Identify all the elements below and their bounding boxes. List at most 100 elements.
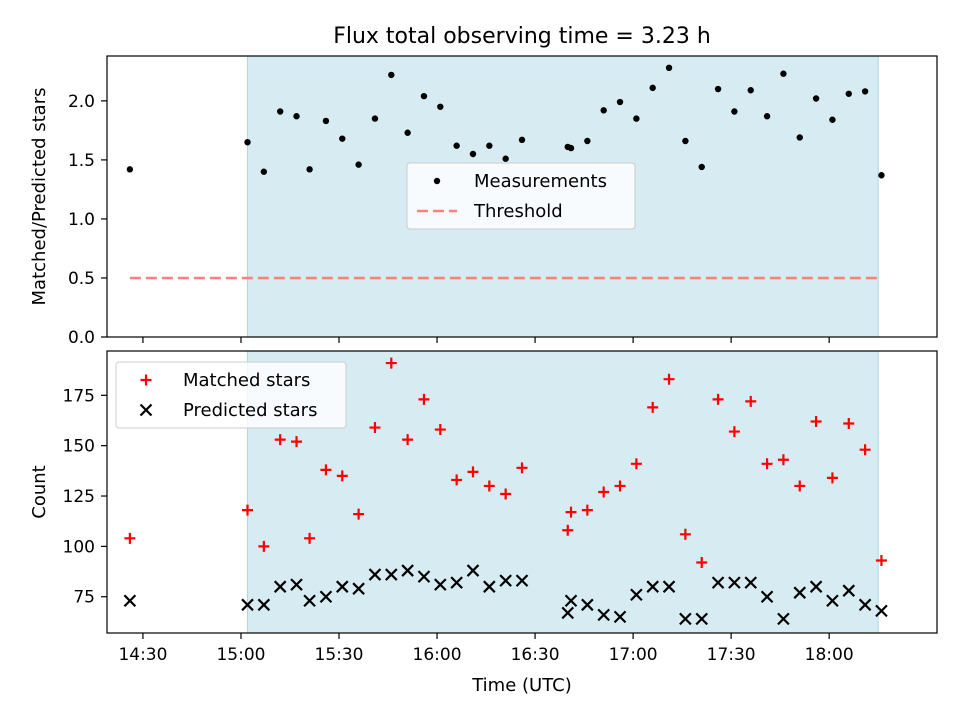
axes-frame bbox=[106, 350, 938, 634]
data-point bbox=[353, 508, 365, 520]
data-point bbox=[567, 144, 575, 152]
data-point bbox=[826, 594, 839, 608]
data-point bbox=[777, 612, 790, 626]
data-point bbox=[581, 598, 594, 612]
data-point bbox=[437, 103, 444, 110]
data-point bbox=[319, 590, 333, 604]
data-point bbox=[780, 70, 787, 77]
data-point bbox=[274, 434, 286, 446]
data-point bbox=[402, 434, 414, 446]
data-point bbox=[584, 137, 591, 145]
legend-marker bbox=[140, 374, 152, 386]
data-point bbox=[404, 129, 411, 136]
data-point bbox=[368, 568, 382, 581]
data-point bbox=[845, 90, 852, 97]
x-tick-label: 15:30 bbox=[315, 645, 364, 665]
data-point bbox=[826, 472, 838, 484]
data-point bbox=[565, 506, 577, 518]
data-point bbox=[616, 98, 624, 106]
top-panel: 0.0 0.5 1.0 1.5 2.0 Matched/Predicted stars Me… bbox=[29, 55, 938, 348]
data-point bbox=[745, 395, 757, 407]
legend: Matched stars Predicted stars bbox=[115, 361, 347, 429]
data-point bbox=[561, 606, 575, 620]
legend-label: Measurements bbox=[474, 171, 607, 192]
data-point bbox=[630, 458, 642, 470]
data-point bbox=[647, 401, 659, 413]
data-point bbox=[273, 580, 287, 593]
data-point bbox=[339, 135, 346, 142]
data-point bbox=[401, 564, 414, 577]
legend-marker bbox=[433, 177, 441, 185]
data-point bbox=[451, 474, 463, 486]
y-tick-label: 175 bbox=[63, 386, 95, 406]
y-tick-label: 2.0 bbox=[68, 92, 95, 112]
data-point bbox=[562, 524, 574, 536]
data-point bbox=[859, 444, 871, 456]
legend-label: Predicted stars bbox=[183, 400, 317, 421]
data-point bbox=[293, 113, 300, 120]
data-point bbox=[630, 588, 643, 602]
data-point bbox=[796, 134, 803, 141]
data-point bbox=[258, 540, 270, 552]
data-point bbox=[731, 108, 738, 115]
data-point bbox=[244, 138, 251, 146]
data-point bbox=[335, 580, 349, 593]
data-point bbox=[320, 464, 332, 476]
data-point bbox=[242, 504, 254, 516]
y-tick-label: 150 bbox=[63, 437, 95, 457]
data-point bbox=[613, 610, 627, 624]
data-point bbox=[763, 113, 771, 120]
y-tick-label: 1.0 bbox=[68, 210, 95, 230]
data-point bbox=[467, 466, 479, 478]
data-point bbox=[303, 594, 316, 608]
data-point bbox=[614, 480, 626, 492]
data-point bbox=[711, 576, 725, 589]
legend-label: Matched stars bbox=[183, 370, 310, 391]
data-point bbox=[418, 393, 430, 405]
data-point bbox=[861, 88, 869, 95]
data-point bbox=[761, 458, 773, 470]
y-tick-label: 125 bbox=[63, 487, 95, 507]
data-point bbox=[336, 470, 348, 482]
data-point bbox=[646, 580, 659, 593]
chart-title: Flux total observing time = 3.23 h bbox=[333, 24, 711, 49]
data-point bbox=[598, 486, 610, 498]
data-point bbox=[793, 586, 807, 599]
series-measurements bbox=[126, 64, 885, 179]
data-point bbox=[698, 163, 705, 171]
data-point bbox=[516, 462, 528, 474]
data-point bbox=[747, 87, 754, 94]
data-point bbox=[728, 426, 740, 438]
data-point bbox=[483, 580, 496, 593]
data-point bbox=[371, 115, 379, 122]
data-point bbox=[385, 568, 398, 581]
data-point bbox=[809, 580, 823, 593]
data-point bbox=[597, 608, 610, 622]
data-point bbox=[123, 594, 137, 608]
data-point bbox=[304, 532, 316, 544]
series-matched-stars bbox=[124, 357, 887, 568]
y-tick-label: 0.5 bbox=[68, 269, 95, 289]
data-point bbox=[260, 168, 268, 175]
legend-label: Threshold bbox=[473, 201, 563, 222]
data-point bbox=[469, 150, 477, 158]
data-point bbox=[581, 504, 593, 516]
x-tick-label: 15:00 bbox=[216, 645, 265, 665]
data-point bbox=[878, 172, 885, 179]
bottom-panel: 75 100 125 150 175 14:30 15:00 15:30 16:00 16:30 1… bbox=[29, 350, 938, 665]
x-tick-label: 17:00 bbox=[609, 645, 658, 665]
x-tick-label: 16:00 bbox=[413, 645, 462, 665]
data-point bbox=[291, 436, 303, 448]
data-point bbox=[810, 416, 822, 427]
data-point bbox=[450, 576, 463, 589]
data-point bbox=[434, 578, 447, 591]
data-point bbox=[875, 604, 888, 618]
x-axis-label: Time (UTC) bbox=[471, 675, 572, 696]
y-tick-label: 0.0 bbox=[68, 328, 95, 348]
data-point bbox=[679, 528, 691, 540]
legend-box bbox=[115, 361, 347, 429]
data-point bbox=[306, 166, 313, 173]
y-tick-label: 1.5 bbox=[68, 151, 95, 171]
data-point bbox=[875, 554, 887, 566]
